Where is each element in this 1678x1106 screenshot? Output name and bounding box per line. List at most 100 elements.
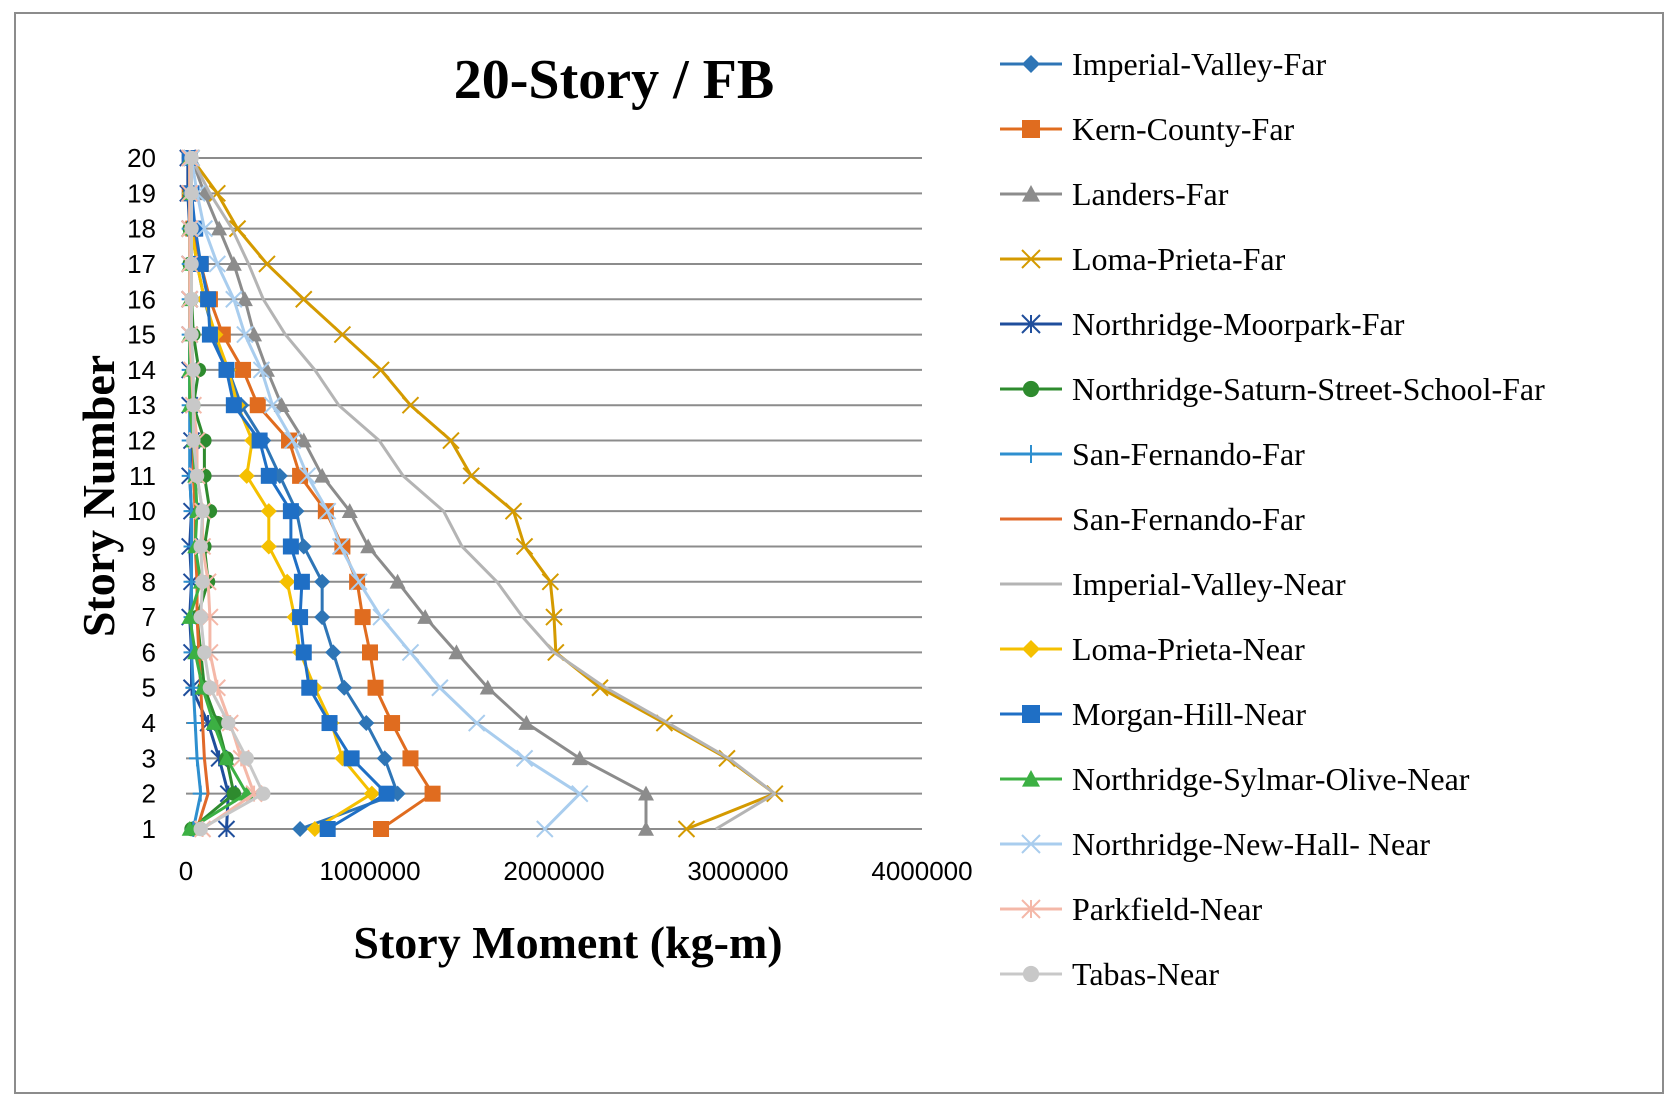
data-point: [479, 679, 496, 695]
legend-label: Parkfield-Near: [1072, 891, 1262, 927]
chart-title: 20-Story / FB: [454, 49, 774, 111]
data-point: [545, 608, 563, 626]
y-tick-label: 20: [127, 143, 156, 173]
y-tick-label: 16: [127, 284, 156, 314]
legend-item: Kern-County-Far: [1000, 111, 1295, 147]
data-point: [424, 785, 441, 802]
x-tick-label: 2000000: [503, 856, 604, 886]
data-point: [541, 573, 560, 591]
legend-item: Morgan-Hill-Near: [1000, 696, 1306, 732]
data-point: [260, 503, 277, 520]
y-tick-label: 13: [127, 390, 156, 420]
data-point: [239, 751, 254, 766]
y-tick-label: 14: [127, 355, 156, 385]
legend-label: Imperial-Valley-Near: [1072, 566, 1346, 602]
data-point: [186, 362, 201, 378]
data-point: [225, 255, 242, 271]
data-point: [298, 467, 317, 485]
series-line: [190, 157, 648, 829]
data-point: [184, 327, 199, 342]
data-point: [195, 574, 210, 589]
legend-marker: [1022, 445, 1040, 463]
data-point: [205, 715, 222, 730]
data-point: [226, 786, 242, 801]
data-point: [189, 750, 206, 767]
data-point: [325, 644, 342, 661]
data-point: [417, 609, 434, 624]
legend-item: San-Fernando-Far: [1000, 501, 1305, 537]
data-point: [306, 821, 323, 837]
data-point: [384, 715, 401, 732]
legend-marker: [1022, 705, 1040, 723]
data-point: [225, 397, 242, 414]
chart-frame: 1 2 3 4 5 6 7 8 9 10 11 12 13 14 15 16 17 18 19 20 0 1000000…: [14, 12, 1664, 1094]
data-point: [321, 715, 338, 732]
data-point: [354, 609, 371, 626]
data-point: [341, 503, 358, 518]
y-tick-label: 1: [142, 814, 156, 844]
legend-label: Morgan-Hill-Near: [1072, 696, 1306, 732]
data-point: [228, 219, 247, 238]
legend-item: Loma-Prieta-Near: [1000, 631, 1305, 667]
legend-label: Tabas-Near: [1072, 956, 1219, 992]
legend-item: Northridge-New-Hall- Near: [1000, 826, 1430, 862]
data-point: [442, 431, 460, 450]
series-2: [183, 150, 654, 836]
legend-marker: [1022, 380, 1040, 398]
y-axis-title: Story Number: [73, 355, 124, 637]
series-12: [182, 149, 589, 838]
data-point: [187, 715, 204, 732]
y-tick-label: 9: [142, 531, 156, 561]
data-point: [372, 361, 390, 379]
data-point: [184, 256, 199, 272]
data-point: [181, 821, 198, 836]
legend-item: San-Fernando-Far: [1000, 436, 1305, 472]
y-tick-label: 18: [127, 214, 156, 244]
data-point: [343, 750, 360, 767]
data-point: [192, 785, 209, 802]
data-point: [186, 398, 201, 413]
data-point: [401, 396, 420, 414]
y-tick-label: 10: [127, 496, 156, 526]
data-point: [402, 750, 419, 767]
data-point: [235, 361, 252, 378]
legend-marker: [1021, 899, 1041, 919]
data-point: [249, 397, 266, 414]
legend-item: Northridge-Moorpark-Far: [1000, 306, 1405, 342]
data-point: [378, 785, 395, 802]
data-point: [211, 220, 228, 236]
data-point: [282, 538, 299, 555]
data-point: [301, 679, 318, 696]
y-tick-label: 11: [129, 461, 156, 491]
data-point: [331, 537, 350, 556]
series-14: [184, 150, 271, 837]
data-point: [236, 291, 253, 307]
data-point: [208, 255, 226, 273]
data-point: [184, 150, 199, 166]
data-point: [202, 680, 218, 695]
legend-item: Northridge-Saturn-Street-School-Far: [1000, 371, 1545, 407]
data-point: [260, 467, 277, 484]
data-point: [314, 467, 331, 483]
y-tick-label: 5: [142, 673, 156, 703]
data-point: [200, 291, 217, 308]
data-point: [193, 539, 208, 554]
data-point: [372, 608, 390, 626]
data-point: [448, 644, 465, 660]
data-point: [184, 292, 199, 307]
grid-lines: [186, 157, 922, 830]
data-point: [515, 749, 534, 768]
legend-label: San-Fernando-Far: [1072, 436, 1305, 472]
data-point: [193, 609, 208, 625]
data-point: [181, 609, 198, 624]
data-point: [201, 326, 218, 343]
data-point: [295, 538, 312, 555]
legend-marker: [1022, 640, 1040, 658]
data-point: [350, 573, 368, 591]
data-point: [367, 679, 384, 696]
data-point: [638, 785, 654, 801]
data-point: [195, 503, 210, 519]
x-tick-label: 1000000: [319, 856, 420, 886]
